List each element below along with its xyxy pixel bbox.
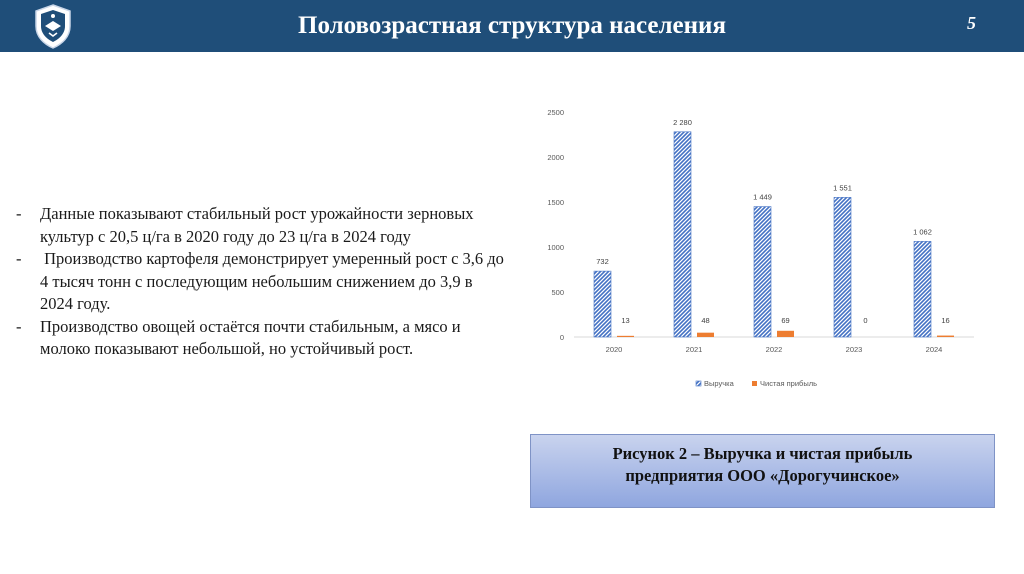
- legend-label-revenue: Выручка: [704, 379, 735, 388]
- header-bar: Половозрастная структура населения 5: [0, 0, 1024, 52]
- legend-label-profit: Чистая прибыль: [760, 379, 817, 388]
- y-tick-label: 2000: [547, 153, 564, 162]
- legend-swatch-profit: [752, 381, 757, 386]
- bullet-text: Производство картофеля демонстрирует уме…: [40, 249, 509, 313]
- x-tick-label: 2021: [686, 345, 703, 354]
- bar-revenue: [913, 241, 932, 338]
- bar-revenue: [753, 206, 772, 338]
- bullet-item: - Данные показывают стабильный рост урож…: [16, 203, 506, 248]
- y-tick-label: 1500: [547, 198, 564, 207]
- bar-profit: [777, 330, 794, 337]
- bar-profit: [937, 335, 954, 337]
- y-tick-label: 2500: [547, 108, 564, 117]
- data-label-profit: 48: [701, 316, 709, 325]
- figure-caption: Рисунок 2 – Выручка и чистая прибыль пре…: [530, 434, 995, 508]
- y-tick-label: 1000: [547, 243, 564, 252]
- bar-profit: [697, 332, 714, 337]
- x-tick-label: 2020: [606, 345, 623, 354]
- page-title: Половозрастная структура населения: [298, 12, 726, 39]
- bullet-dash: -: [16, 204, 22, 223]
- bar-profit: [617, 335, 634, 337]
- data-label-revenue: 2 280: [673, 118, 692, 127]
- bullet-dash: -: [16, 249, 22, 268]
- data-label-profit: 16: [941, 316, 949, 325]
- bullet-text: Данные показывают стабильный рост урожай…: [40, 204, 474, 246]
- bar-revenue: [593, 270, 612, 338]
- data-label-revenue: 1 449: [753, 193, 772, 202]
- university-crest-icon: [35, 4, 71, 49]
- page-number: 5: [967, 13, 976, 33]
- bullet-dash: -: [16, 316, 22, 336]
- revenue-profit-chart: 0 500 1000 1500 2000 2500 732 13 2020 2 280 48 2021…: [547, 108, 974, 388]
- bullet-item: - Производство овощей остаётся почти ста…: [16, 316, 506, 361]
- caption-line-2: предприятия ООО «Дорогучинское»: [625, 466, 900, 485]
- x-tick-label: 2023: [846, 345, 863, 354]
- data-label-profit: 13: [621, 316, 629, 325]
- data-label-profit: 0: [863, 316, 867, 325]
- bullet-list: - Данные показывают стабильный рост урож…: [16, 203, 506, 361]
- x-tick-label: 2024: [926, 345, 943, 354]
- bar-revenue: [833, 197, 852, 338]
- y-tick-label: 500: [551, 288, 564, 297]
- legend-swatch-revenue: [695, 380, 702, 387]
- data-label-revenue: 732: [596, 257, 609, 266]
- y-tick-label: 0: [560, 333, 564, 342]
- data-label-profit: 69: [781, 316, 789, 325]
- bullet-text: Производство овощей остаётся почти стаби…: [40, 316, 461, 359]
- data-label-revenue: 1 551: [833, 183, 852, 192]
- caption-line-1: Рисунок 2 – Выручка и чистая прибыль: [612, 444, 913, 463]
- x-tick-label: 2022: [766, 345, 783, 354]
- bar-revenue: [673, 131, 692, 338]
- bullet-item: - Производство картофеля демонстрирует у…: [16, 248, 506, 316]
- data-label-revenue: 1 062: [913, 227, 932, 236]
